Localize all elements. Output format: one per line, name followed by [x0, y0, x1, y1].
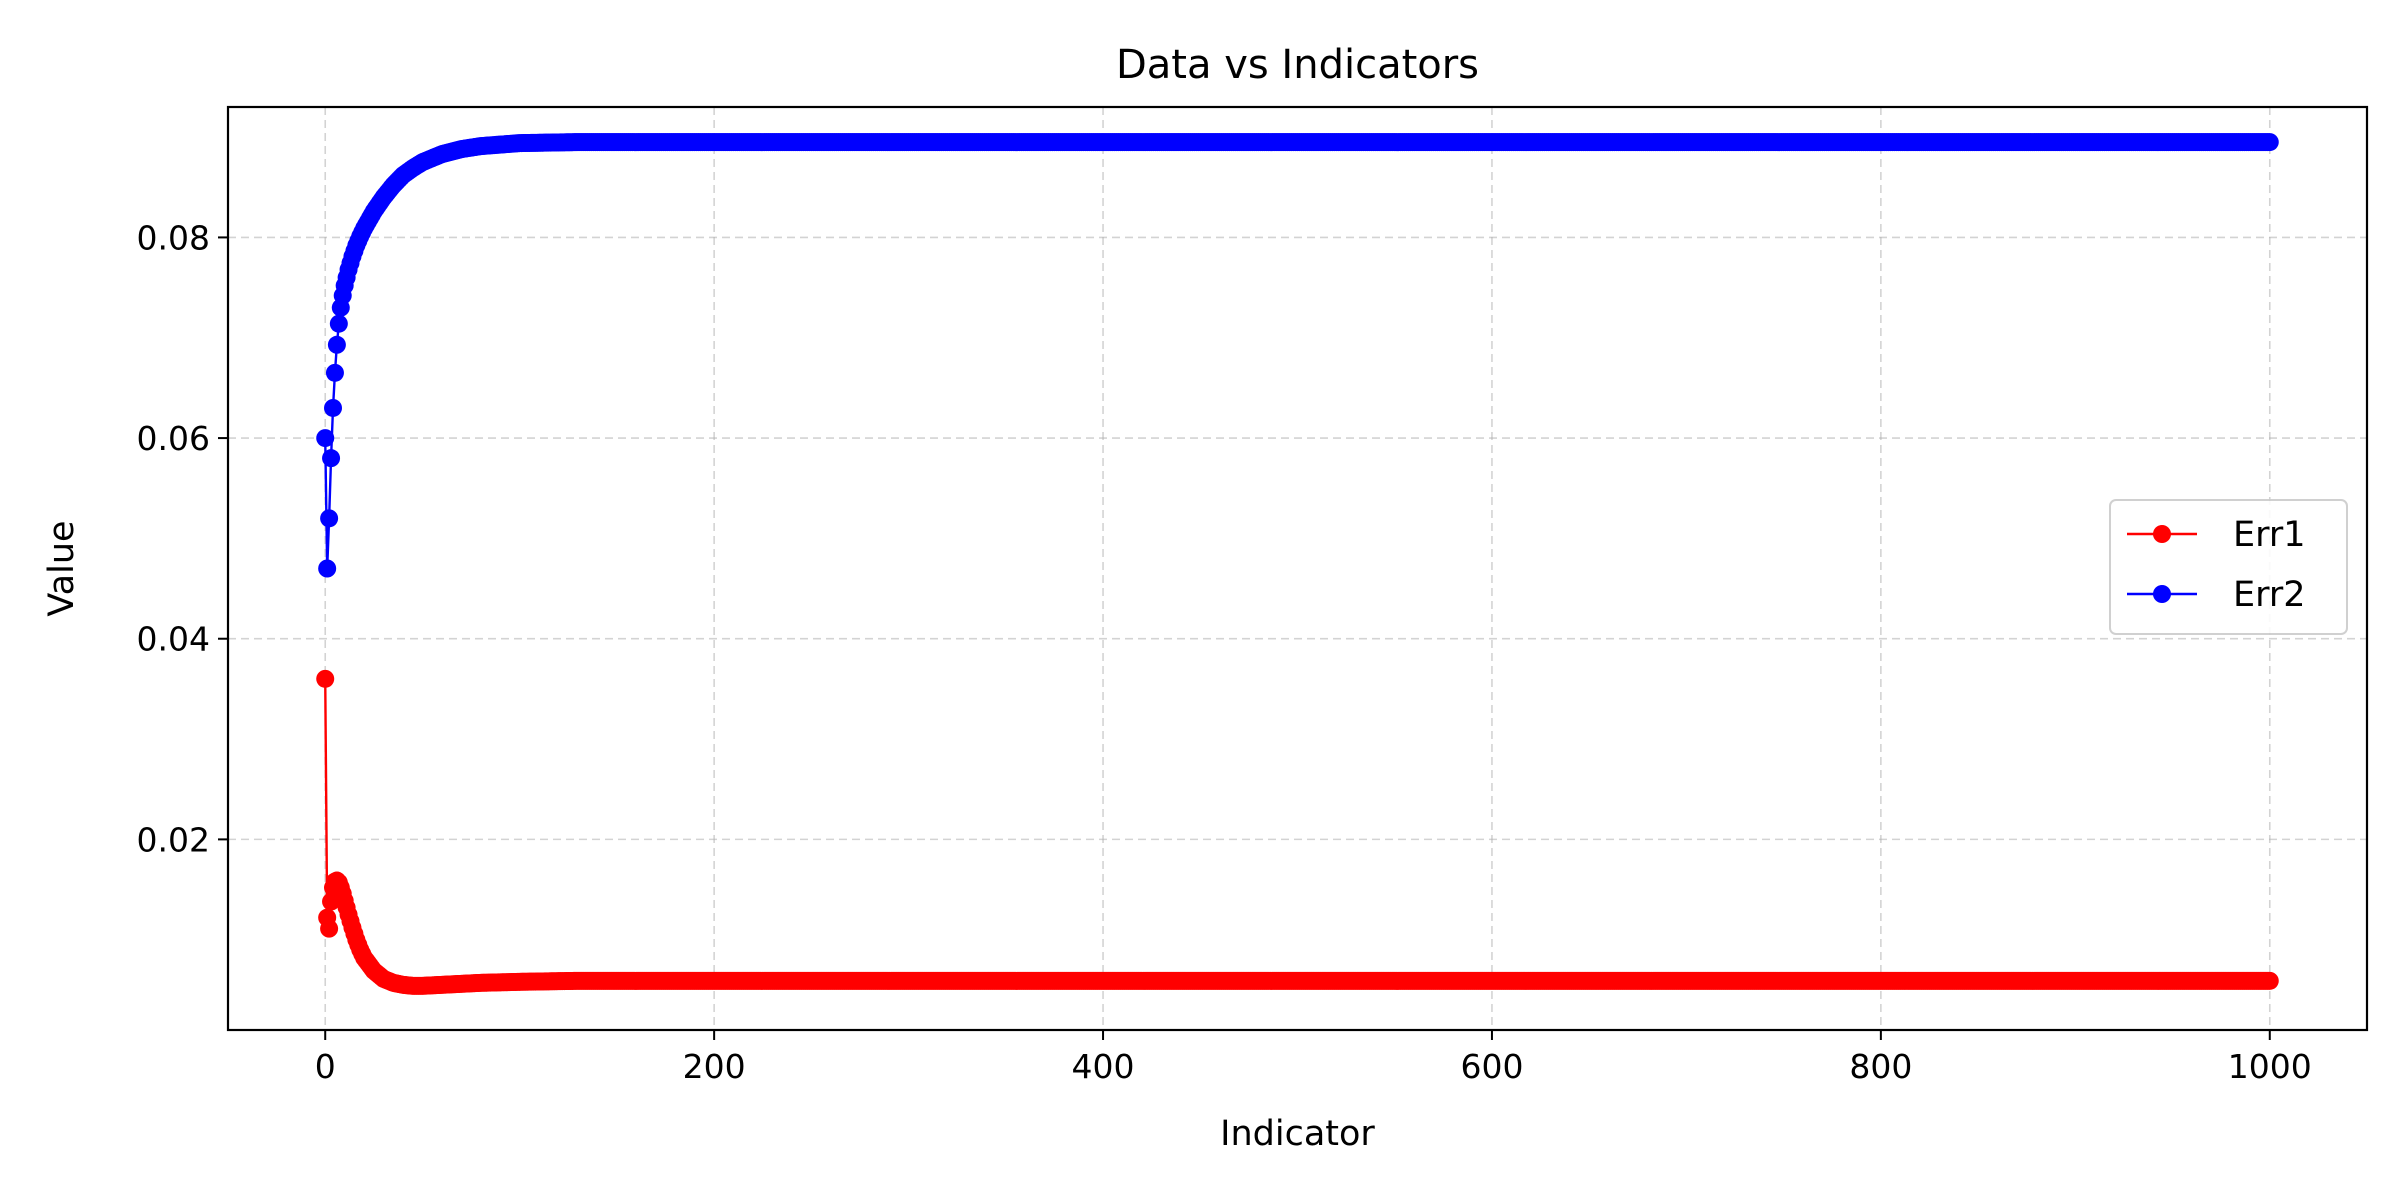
data-point	[2260, 971, 2279, 990]
legend: Err1 Err2	[2109, 499, 2348, 635]
y-tick-label: 0.06	[137, 419, 210, 458]
data-point	[316, 429, 335, 448]
y-tick-label: 0.02	[137, 820, 210, 859]
grid-lines	[228, 107, 2367, 1030]
legend-marker	[2153, 525, 2171, 543]
legend-item-err1: Err1	[2127, 515, 2306, 555]
data-point	[2260, 133, 2279, 152]
series-err1	[316, 669, 2279, 995]
x-tick-label: 200	[683, 1047, 746, 1086]
y-tick-label: 0.08	[137, 218, 210, 257]
y-tick-label: 0.04	[137, 620, 210, 659]
series-err2	[316, 133, 2279, 578]
legend-label: Err1	[2233, 515, 2306, 555]
legend-item-err2: Err2	[2127, 575, 2306, 615]
y-axis-label: Value	[42, 520, 82, 616]
tick-layer: 0 200 400 600 800 1000 0.02 0.04 0.06 0.08	[137, 218, 2312, 1086]
series-layer	[316, 133, 2279, 995]
data-point	[316, 669, 335, 688]
data-point	[320, 919, 339, 938]
data-point	[325, 363, 344, 382]
x-tick-label: 600	[1460, 1047, 1523, 1086]
x-tick-label: 0	[315, 1047, 336, 1086]
plot-frame	[226, 105, 2369, 1032]
x-tick-label: 1000	[2228, 1047, 2312, 1086]
legend-label: Err2	[2233, 575, 2306, 615]
data-point	[327, 335, 346, 354]
data-point	[322, 449, 341, 468]
data-point	[318, 559, 337, 578]
data-point	[320, 509, 339, 528]
x-axis-label: Indicator	[1220, 1114, 1375, 1154]
legend-box	[2109, 499, 2348, 635]
chart-title: Data vs Indicators	[1116, 42, 1479, 88]
x-tick-label: 400	[1072, 1047, 1135, 1086]
x-tick-label: 800	[1849, 1047, 1912, 1086]
data-point	[324, 398, 343, 417]
data-point	[329, 314, 348, 333]
legend-marker	[2153, 585, 2171, 603]
